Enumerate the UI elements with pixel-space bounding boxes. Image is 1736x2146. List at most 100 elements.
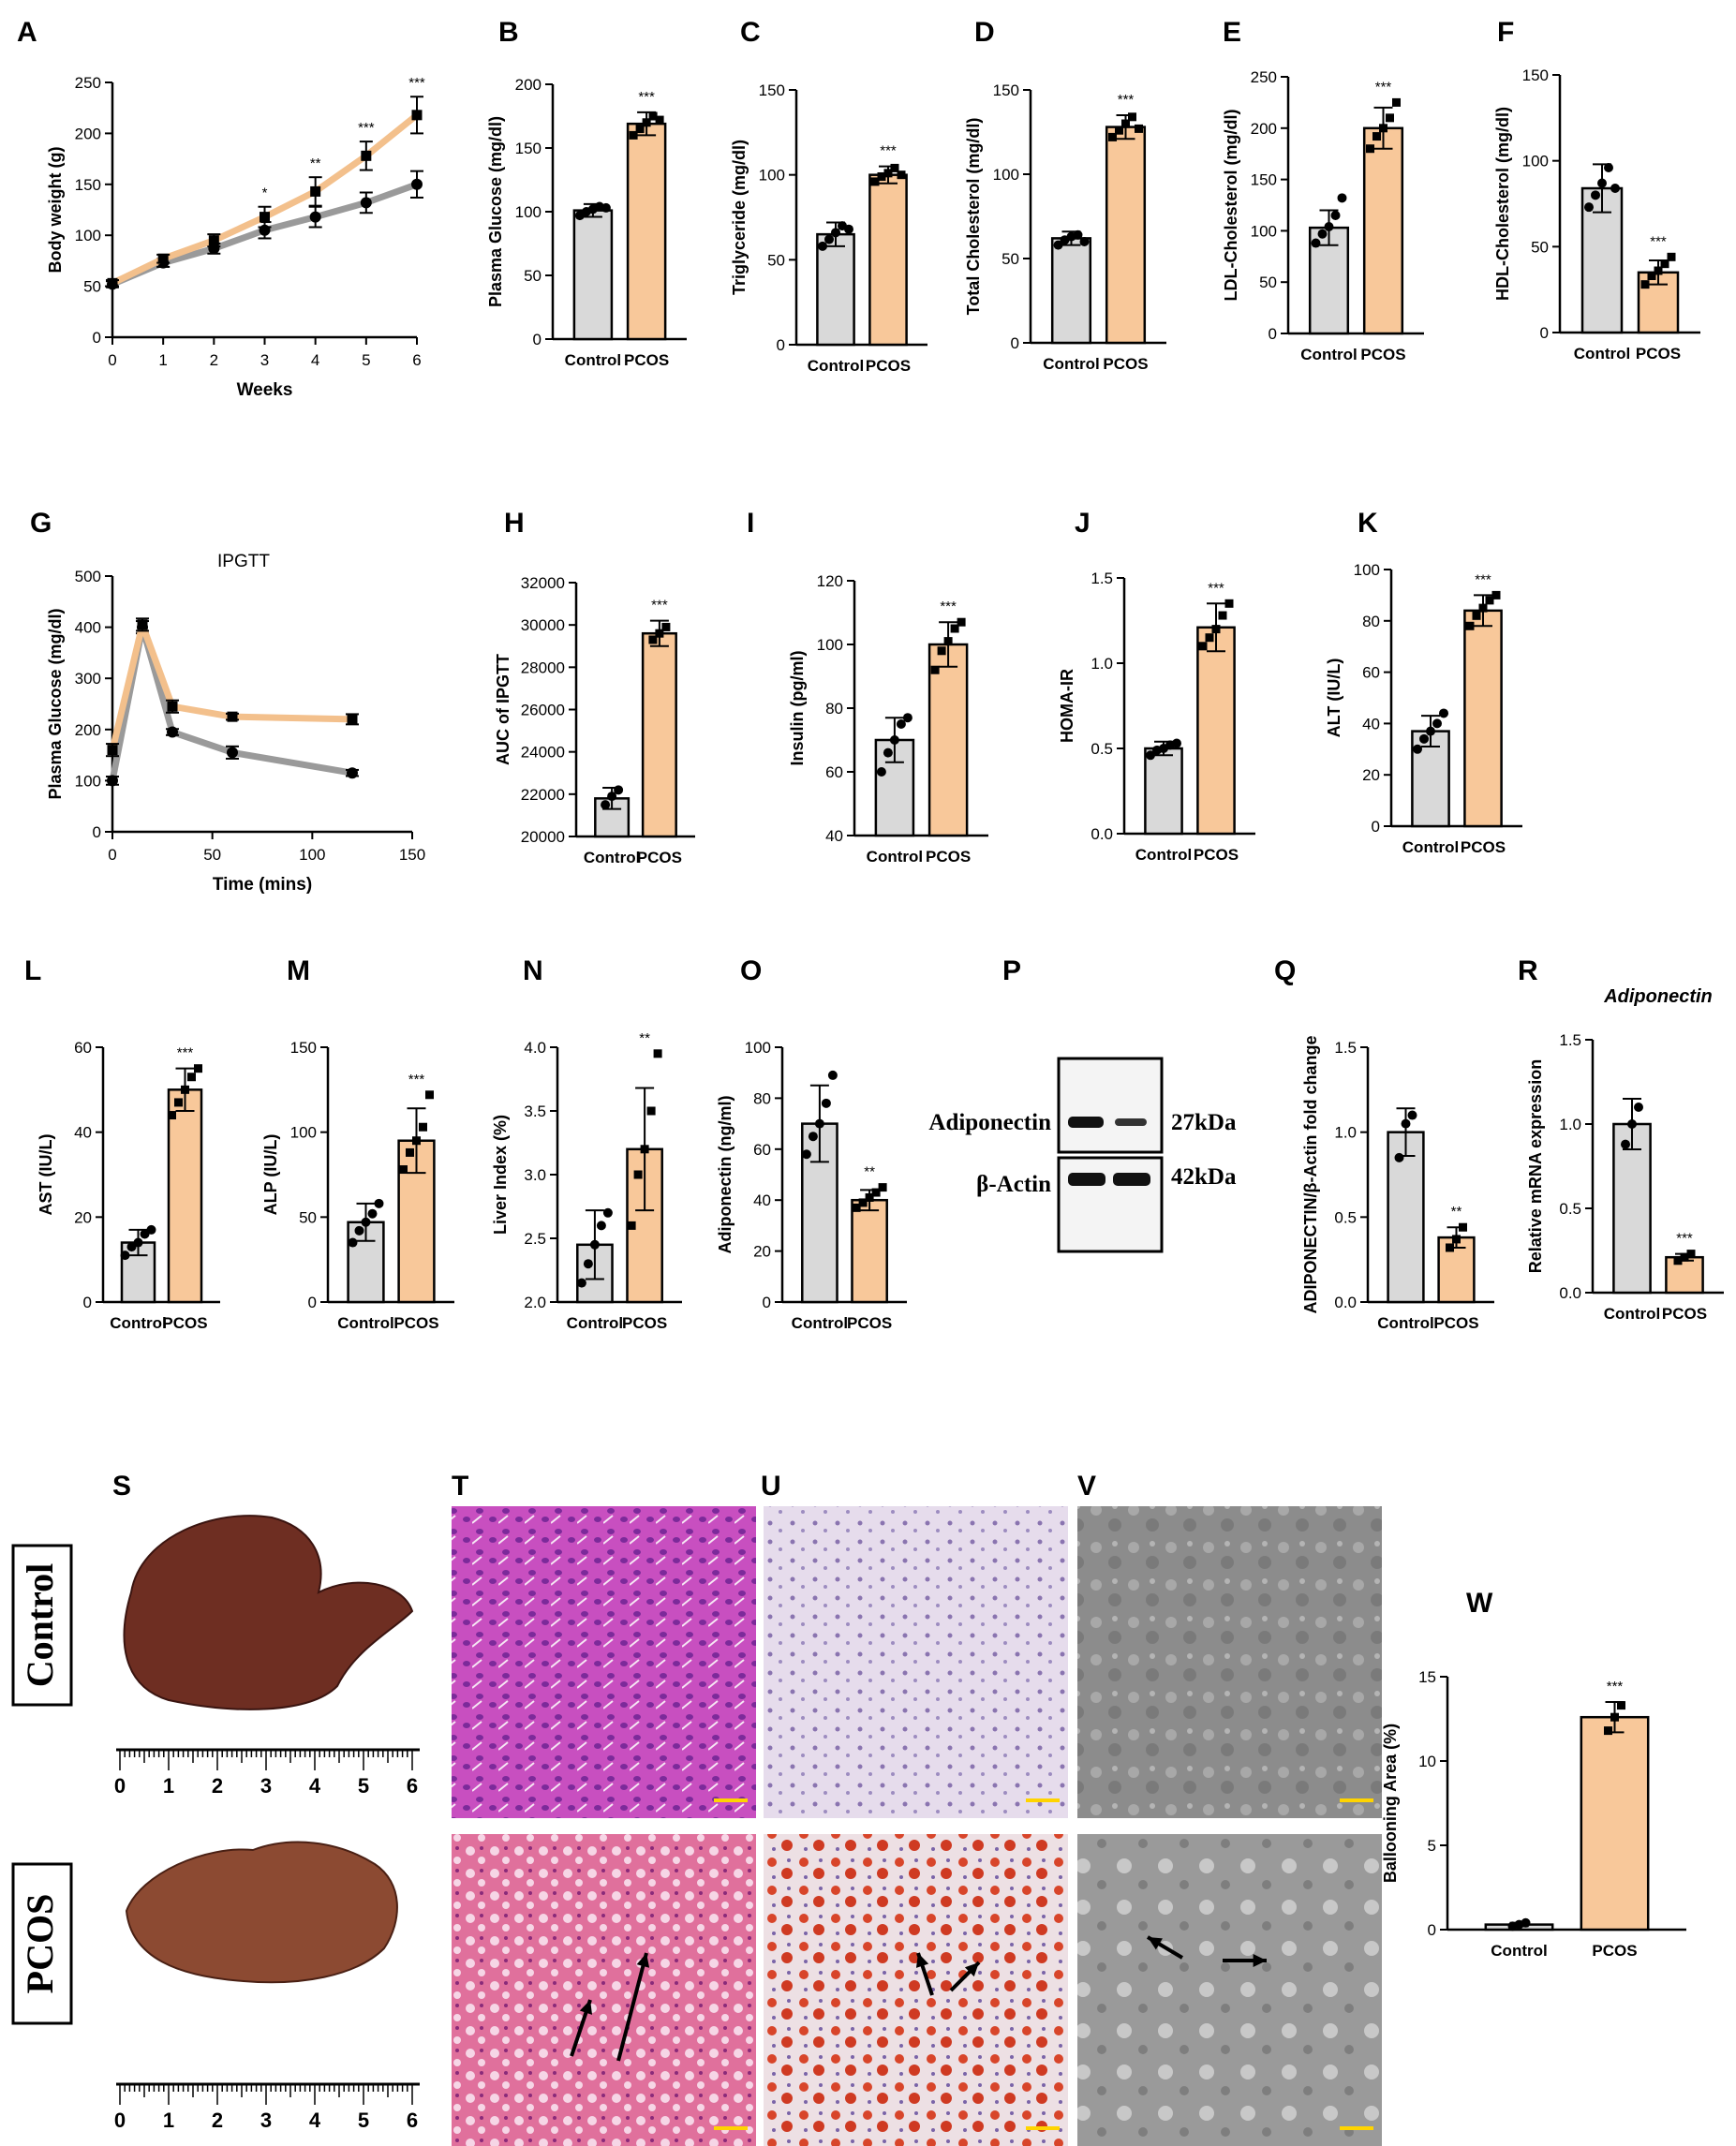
chart-C: 0 50 100 150 Triglyceride (mg/dl) C Control PCO… [730, 17, 927, 375]
y-tick-label: 24000 [521, 744, 565, 762]
data-point [167, 726, 178, 738]
bar-pcos [1463, 609, 1503, 828]
data-point [1317, 229, 1328, 239]
category-label: Control [584, 849, 640, 866]
data-point [596, 1221, 606, 1231]
data-point [627, 1221, 636, 1230]
data-point [227, 711, 238, 722]
data-point [808, 1132, 818, 1142]
ruler-label: 2 [212, 1774, 223, 1798]
y-tick-label: 80 [753, 1089, 771, 1107]
data-point [181, 1085, 189, 1094]
data-point [1224, 599, 1234, 608]
chart-title: Adiponectin [1603, 986, 1713, 1007]
data-point [1640, 280, 1650, 289]
liver-control [123, 1515, 414, 1710]
data-point [629, 130, 638, 140]
data-point [1413, 744, 1422, 754]
data-point [648, 111, 658, 121]
data-point [137, 619, 148, 630]
scale-bar [1026, 1798, 1060, 1802]
data-point [844, 224, 853, 234]
data-point [1426, 726, 1435, 736]
ruler-label: 3 [260, 1774, 272, 1798]
ruler-label: 0 [114, 1774, 126, 1798]
ruler-label: 0 [114, 2109, 126, 2132]
x-axis-label: Time (mins) [213, 875, 312, 895]
data-point [821, 1098, 831, 1108]
liver-pcos [125, 1841, 398, 1984]
significance-label: *** [1208, 580, 1224, 596]
x-tick-label: 6 [412, 351, 421, 369]
category-label: Control [1300, 346, 1357, 363]
category-label: PCOS [1433, 1314, 1478, 1332]
y-tick-label: 0.5 [1334, 1208, 1357, 1226]
category-label: Control [337, 1314, 393, 1332]
data-point [883, 169, 893, 178]
y-tick-label: 300 [75, 670, 101, 688]
y-tick-label: 100 [1522, 153, 1549, 170]
bar-pcos [1105, 126, 1147, 345]
data-point [858, 1198, 868, 1207]
bar-pcos [1665, 1255, 1704, 1295]
y-tick-label: 100 [75, 227, 101, 244]
data-point [602, 1207, 613, 1218]
category-label: PCOS [1103, 355, 1148, 373]
arrow [1146, 1935, 1184, 1960]
data-point [865, 1192, 874, 1202]
panel-label: H [504, 508, 525, 539]
data-point [1211, 625, 1221, 634]
significance-label: *** [651, 598, 668, 614]
ruler-label: 2 [212, 2109, 223, 2132]
x-tick-label: 0 [108, 846, 116, 864]
chart-D: 0 50 100 150 Total Cholesterol (mg/dl) D Contr… [964, 17, 1166, 373]
chart-K: 0 20 40 60 80 100 ALT (IU/L) K Control PCOS *** [1325, 508, 1522, 856]
data-point [1073, 229, 1083, 240]
data-point [655, 115, 664, 125]
data-point [1597, 178, 1607, 188]
y-tick-label: 60 [753, 1141, 771, 1159]
arrow [949, 1961, 981, 1992]
panel-label: V [1077, 1471, 1096, 1502]
bar-control [1387, 1131, 1425, 1304]
y-tick-label: 0 [533, 331, 542, 348]
data-point [876, 767, 886, 777]
x-tick-label: 3 [260, 351, 269, 369]
y-tick-label: 40 [74, 1124, 92, 1142]
significance-label: *** [1375, 79, 1392, 95]
data-point [1647, 272, 1656, 280]
y-tick-label: 0.5 [1559, 1200, 1581, 1218]
y-tick-label: 0 [763, 1294, 771, 1311]
data-point [309, 211, 321, 223]
y-tick-label: 400 [75, 619, 101, 637]
data-point [1394, 1152, 1404, 1162]
data-point [133, 1237, 143, 1248]
y-axis-label: ALP (IU/L) [261, 1134, 280, 1216]
panel-label: K [1358, 508, 1378, 539]
y-tick-label: 28000 [521, 659, 565, 676]
bar-pcos [927, 643, 969, 837]
histology-panels: S T U V Control PCOS 0 1 2 3 4 5 6 0 1 2 3 4 5 6 [11, 1471, 1382, 2146]
data-point [411, 110, 423, 121]
data-point [957, 617, 966, 627]
x-tick-label: 50 [203, 846, 221, 864]
data-point [227, 747, 238, 759]
y-tick-label: 250 [1251, 68, 1277, 86]
data-point [601, 202, 611, 213]
scale-bar [714, 1798, 748, 1802]
y-tick-label: 0 [1540, 324, 1549, 342]
data-point [642, 118, 651, 127]
ruler-label: 4 [309, 2109, 321, 2132]
data-point [890, 163, 899, 172]
significance-label: *** [638, 89, 655, 105]
data-point [1485, 596, 1494, 605]
data-point [1121, 119, 1130, 128]
chart-A: 0 50 100 150 200 250 Body weight (g) A 0 1 2 3 4 5 6 We… [17, 17, 425, 400]
bar-pcos [626, 122, 667, 341]
significance-label: ** [639, 1030, 650, 1046]
category-label: PCOS [1636, 345, 1681, 363]
scale-bar [714, 2126, 748, 2130]
category-label: Control [1402, 838, 1459, 856]
panel-label: C [740, 17, 761, 48]
x-tick-label: 150 [399, 846, 425, 864]
